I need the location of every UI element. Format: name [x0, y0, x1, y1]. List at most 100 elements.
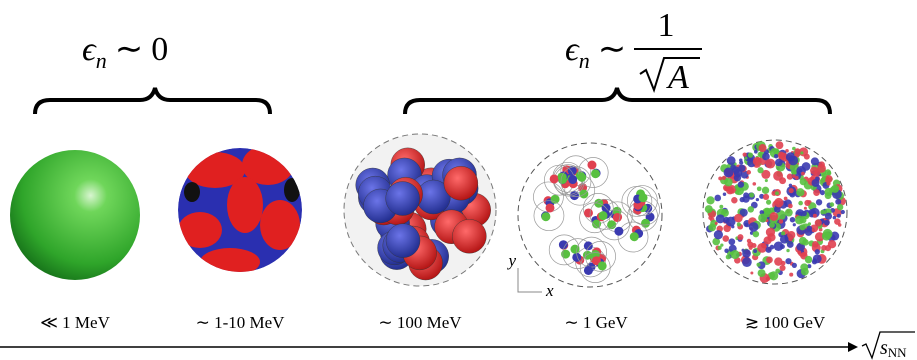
- parton: [788, 204, 793, 209]
- subscript: NN: [888, 345, 907, 360]
- parton: [833, 216, 837, 220]
- parton: [734, 214, 743, 223]
- parton: [785, 258, 791, 264]
- parton: [743, 152, 747, 156]
- parton: [750, 272, 753, 275]
- parton: [735, 190, 739, 194]
- parton: [779, 219, 784, 224]
- parton: [724, 249, 728, 253]
- parton: [792, 263, 797, 268]
- quark: [630, 232, 639, 241]
- parton: [775, 269, 780, 274]
- parton: [804, 154, 810, 160]
- parton: [723, 193, 726, 196]
- parton: [781, 231, 785, 235]
- formula-left: ϵn∼0: [82, 31, 168, 73]
- parton: [765, 247, 771, 253]
- relation: ∼: [598, 31, 627, 68]
- parton: [798, 201, 803, 206]
- parton: [749, 222, 759, 232]
- quark: [545, 203, 554, 212]
- parton: [800, 263, 808, 271]
- parton: [812, 259, 817, 264]
- energy-label: ≪ 1 MeV: [40, 313, 110, 332]
- radicand: A: [666, 59, 689, 96]
- parton: [718, 246, 722, 250]
- parton: [766, 200, 771, 205]
- parton: [742, 257, 752, 267]
- parton: [723, 235, 730, 242]
- quark: [568, 175, 577, 184]
- parton: [799, 237, 807, 245]
- frame-axes: [518, 268, 542, 292]
- nucleon: [444, 166, 478, 200]
- parton: [813, 189, 820, 196]
- energy-label: ∼ 1-10 MeV: [196, 313, 286, 332]
- parton: [797, 250, 801, 254]
- parton: [837, 214, 841, 218]
- parton: [824, 220, 830, 226]
- parton: [806, 226, 812, 232]
- energy-label: ∼ 100 MeV: [378, 313, 462, 332]
- parton: [763, 194, 769, 200]
- parton: [719, 205, 723, 209]
- formula-right: ϵn∼ 1 A: [565, 7, 702, 96]
- parton: [737, 234, 743, 240]
- parton: [774, 198, 783, 207]
- parton: [796, 188, 804, 196]
- parton: [795, 215, 804, 224]
- brace-right: [405, 88, 830, 114]
- nucleon: [386, 182, 420, 216]
- parton: [819, 161, 825, 167]
- parton: [728, 238, 735, 245]
- quark: [598, 261, 607, 270]
- quark: [591, 169, 600, 178]
- parton: [745, 223, 748, 226]
- parton: [758, 213, 767, 222]
- parton: [708, 224, 716, 232]
- parton: [757, 243, 767, 253]
- parton: [739, 161, 743, 165]
- quark: [541, 212, 550, 221]
- quark: [568, 166, 577, 175]
- radicand: s: [880, 337, 888, 359]
- parton: [789, 273, 793, 277]
- parton: [823, 229, 833, 239]
- parton: [785, 209, 793, 217]
- parton: [825, 213, 832, 220]
- parton: [747, 170, 752, 175]
- parton: [762, 187, 769, 194]
- parton: [740, 197, 745, 202]
- parton: [706, 196, 714, 204]
- parton: [816, 199, 822, 205]
- formula-right-lhs: ϵn∼: [565, 31, 626, 73]
- parton: [716, 214, 725, 223]
- value: 0: [151, 31, 168, 68]
- parton: [766, 228, 775, 237]
- parton: [800, 151, 803, 154]
- parton: [787, 241, 794, 248]
- parton: [726, 186, 734, 194]
- quark: [639, 193, 648, 202]
- parton: [727, 156, 736, 165]
- parton: [784, 197, 788, 201]
- parton: [714, 195, 721, 202]
- parton: [775, 159, 783, 167]
- parton: [753, 249, 757, 253]
- parton: [828, 240, 836, 248]
- parton: [801, 172, 805, 176]
- arrow-head: [848, 342, 858, 352]
- quark: [559, 240, 568, 249]
- parton: [805, 256, 812, 263]
- parton: [731, 197, 737, 203]
- subscript: n: [96, 48, 107, 73]
- nucleon: [386, 224, 420, 258]
- parton: [714, 230, 723, 239]
- quark: [558, 173, 567, 182]
- parton: [718, 176, 722, 180]
- parton: [778, 152, 784, 158]
- parton: [799, 224, 805, 230]
- parton: [765, 159, 775, 169]
- partons: [705, 141, 846, 283]
- quark: [599, 211, 608, 220]
